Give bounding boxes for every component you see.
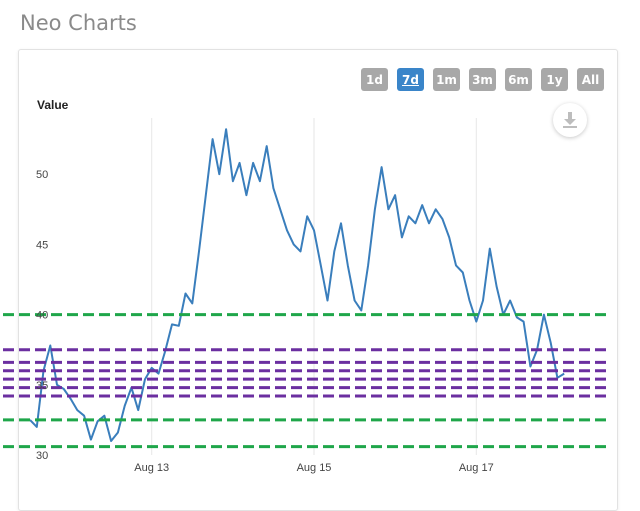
range-button-1d[interactable]: 1d [361, 68, 388, 91]
download-button[interactable] [553, 103, 587, 137]
x-tick-label: Aug 17 [459, 462, 494, 474]
y-tick-label: 50 [36, 169, 48, 181]
y-tick-label: 45 [36, 239, 48, 251]
range-selector: 1d 7d 1m 3m 6m 1y All [361, 68, 604, 91]
download-icon [563, 112, 577, 128]
y-axis-title: Value [37, 98, 69, 112]
range-button-3m[interactable]: 3m [469, 68, 496, 91]
y-tick-label: 30 [36, 450, 48, 462]
page-title: Neo Charts [20, 11, 137, 35]
line-chart: 30 35 40 45 50 Aug 13 Aug 15 Aug 17 [3, 118, 606, 474]
y-tick-label: 35 [36, 380, 48, 392]
y-tick-label: 40 [36, 310, 48, 322]
range-button-all[interactable]: All [577, 68, 604, 91]
x-tick-label: Aug 13 [134, 462, 169, 474]
chart-card [18, 49, 618, 511]
x-tick-label: Aug 15 [297, 462, 332, 474]
range-button-6m[interactable]: 6m [505, 68, 532, 91]
range-button-1m[interactable]: 1m [433, 68, 460, 91]
range-button-1y[interactable]: 1y [541, 68, 568, 91]
series-line [29, 128, 565, 442]
range-button-7d[interactable]: 7d [397, 68, 424, 91]
